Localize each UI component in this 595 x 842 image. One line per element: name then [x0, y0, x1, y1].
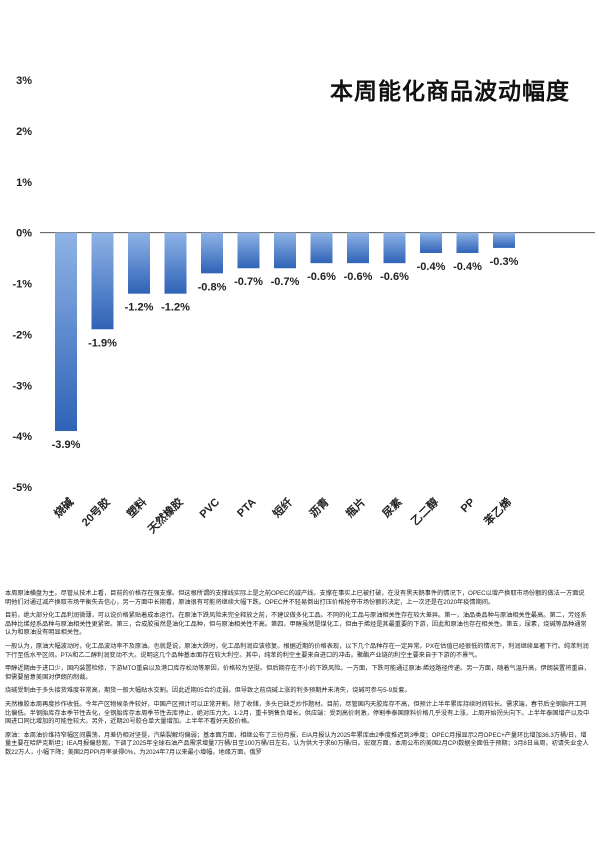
note-paragraph: 甲醇近期由于进口少，国内装置检修，下游MTO重启以及港口库存松动等原因，价格较为…	[5, 665, 590, 681]
category-label: 烧碱	[51, 495, 76, 520]
bar	[201, 232, 223, 274]
data-label: -0.3%	[490, 256, 519, 268]
category-label: 20号胶	[79, 495, 113, 529]
data-label: -3.9%	[52, 439, 81, 451]
category-label: PP	[459, 496, 478, 515]
bar	[55, 232, 77, 432]
note-paragraph: 原油：本周油价维持窄幅区间震荡，月差仍相对坚挺，汽柴裂解均偏弱；基本面方面，相继…	[5, 731, 589, 756]
bar	[128, 232, 150, 294]
bar	[347, 232, 369, 264]
note-paragraph: 本周原油横盘为主。尽管从技术上看，目前的价格存在强支撑。但这根所谓的支撑线实际上…	[5, 590, 585, 606]
data-label: -0.7%	[234, 276, 263, 288]
category-label: PTA	[235, 496, 259, 520]
note-paragraph: 一般认为，原油大幅波动时，化工品波动率不及原油。也就是说，原油大跌时，化工品利润…	[5, 642, 589, 659]
data-label: -0.6%	[380, 271, 409, 283]
data-label: -0.6%	[307, 271, 336, 283]
commentary-notes: 本周原油横盘为主。尽管从技术上看，目前的价格存在强支撑。但这根所谓的支撑线实际上…	[5, 590, 590, 763]
data-label: -0.4%	[417, 261, 446, 273]
bar	[310, 232, 333, 264]
note-paragraph: 烧碱受制由于多头接货难度非常高，期货一般大幅贴水交割。因此近期05合约走弱。但导…	[5, 687, 411, 695]
y-tick-label: -5%	[12, 482, 32, 494]
y-tick-label: 2%	[16, 126, 32, 138]
category-label: PVC	[198, 496, 223, 521]
note-paragraph: 目前，绝大部分化工品利润微薄，可以说价格紧贴着成本运行。在原油下跌风险未完全释放…	[5, 612, 587, 637]
data-label: -0.8%	[198, 281, 227, 293]
category-label: 苯乙烯	[480, 495, 514, 529]
category-label: 短纤	[270, 495, 295, 520]
category-label: 乙二醇	[408, 495, 441, 528]
note-paragraph: 天然橡胶本周再度抄作收低。今年产区物候条件较好，中国产区预计可以正常开割。除了收…	[5, 700, 590, 726]
chart-title: 本周能化商品波动幅度	[330, 78, 570, 105]
bar	[383, 232, 406, 264]
y-tick-label: -3%	[12, 380, 32, 392]
bar	[420, 232, 442, 253]
chart-container: 3% 2% 1% 0% -1% -2% -3% -4% -5% -3.9% -1.9% -1.2% -…	[0, 30, 595, 575]
category-label: 天然橡胶	[145, 495, 186, 536]
category-label: 尿素	[379, 495, 404, 520]
y-tick-label: 1%	[16, 177, 32, 189]
category-label: 塑料	[124, 495, 149, 520]
y-tick-label: -4%	[12, 431, 32, 443]
y-tick-label: 0%	[16, 228, 32, 240]
bar	[91, 232, 114, 330]
category-label: 瓶片	[343, 495, 368, 520]
bar	[456, 232, 479, 253]
data-label: -1.2%	[161, 302, 190, 314]
data-label: -0.4%	[453, 261, 482, 273]
data-label: -1.9%	[88, 337, 117, 349]
data-label: -0.6%	[344, 271, 373, 283]
data-label: -1.2%	[125, 302, 154, 314]
bar	[237, 232, 260, 269]
bar-chart: 3%2%1%0%-1%-2%-3%-4%-5% -3.9%-1.9%-1.2% -…	[12, 75, 595, 536]
data-label: -0.7%	[271, 276, 300, 288]
y-tick-label: -1%	[12, 279, 32, 291]
bar	[164, 232, 187, 294]
bar	[274, 232, 296, 269]
category-label: 沥青	[306, 495, 331, 520]
y-tick-label: 3%	[16, 75, 32, 87]
y-tick-label: -2%	[12, 329, 32, 341]
bar	[493, 232, 515, 248]
